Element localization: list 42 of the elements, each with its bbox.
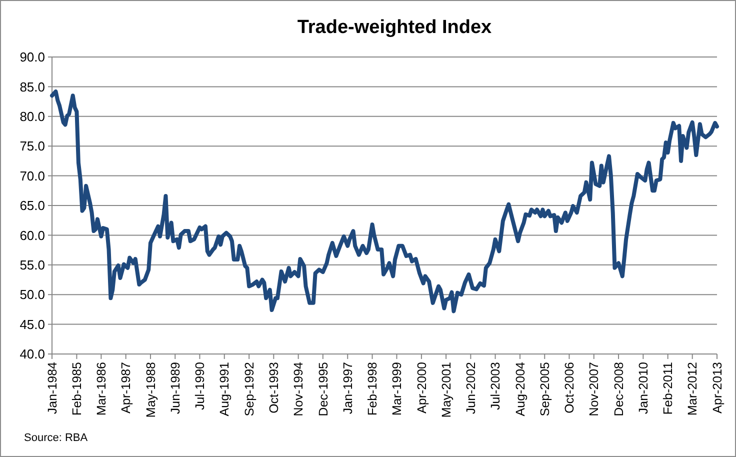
y-tick-label: 90.0 (20, 50, 45, 65)
x-tick-label: Sep-1992 (242, 362, 256, 416)
y-tick-label: 80.0 (20, 108, 45, 124)
y-tick-label: 45.0 (20, 316, 45, 332)
y-tick-label: 55.0 (20, 257, 45, 272)
x-tick-label: Feb-2011 (661, 362, 676, 415)
x-tick-label: Nov-2007 (587, 362, 602, 416)
x-tick-label: Apr-1987 (119, 362, 134, 414)
x-tick-label: Jun-1989 (168, 362, 182, 414)
x-tick-label: Feb-1998 (366, 362, 380, 416)
x-tick-label: Feb-1985 (70, 362, 84, 416)
x-tick-label: Jan-1984 (45, 362, 60, 414)
x-tick-label: Aug-2004 (513, 362, 528, 416)
x-tick-label: Jun-2002 (464, 362, 478, 414)
x-tick-label: Sep-2005 (538, 362, 552, 416)
line-series (50, 89, 719, 314)
x-tick-label: Nov-1994 (292, 362, 306, 416)
y-tick-label: 40.0 (20, 346, 45, 362)
x-tick-label: Apr-2013 (710, 362, 724, 414)
y-tick-label: 65.0 (20, 198, 45, 214)
y-tick-label: 60.0 (20, 228, 45, 243)
chart-title: Trade-weighted Index (297, 17, 492, 38)
x-tick-label: Jul-2003 (488, 362, 503, 410)
y-tick-label: 85.0 (20, 79, 45, 94)
x-tick-label: Oct-1993 (267, 362, 282, 414)
x-tick-label: Dec-2008 (612, 362, 626, 416)
y-tick-label: 70.0 (20, 168, 45, 184)
y-tick-label: 50.0 (20, 287, 45, 302)
x-tick-label: Oct-2006 (562, 362, 577, 414)
x-tick-label: Mar-1986 (94, 362, 109, 416)
x-tick-label: Jan-1997 (340, 362, 355, 414)
x-tick-label: Jan-2010 (636, 362, 651, 414)
x-tick-label: Apr-2000 (414, 362, 429, 414)
x-tick-label: Mar-1999 (390, 362, 404, 416)
x-tick-label: Aug-1991 (218, 362, 232, 416)
x-tick-label: Jul-1990 (193, 362, 208, 410)
source-note: Source: RBA (24, 432, 88, 444)
x-tick-label: Mar-2012 (686, 362, 700, 416)
x-tick-label: May-1988 (144, 362, 158, 418)
x-tick-label: Dec-1995 (316, 362, 330, 416)
x-tick-label: May-2001 (439, 362, 454, 418)
y-tick-label: 75.0 (20, 138, 45, 154)
